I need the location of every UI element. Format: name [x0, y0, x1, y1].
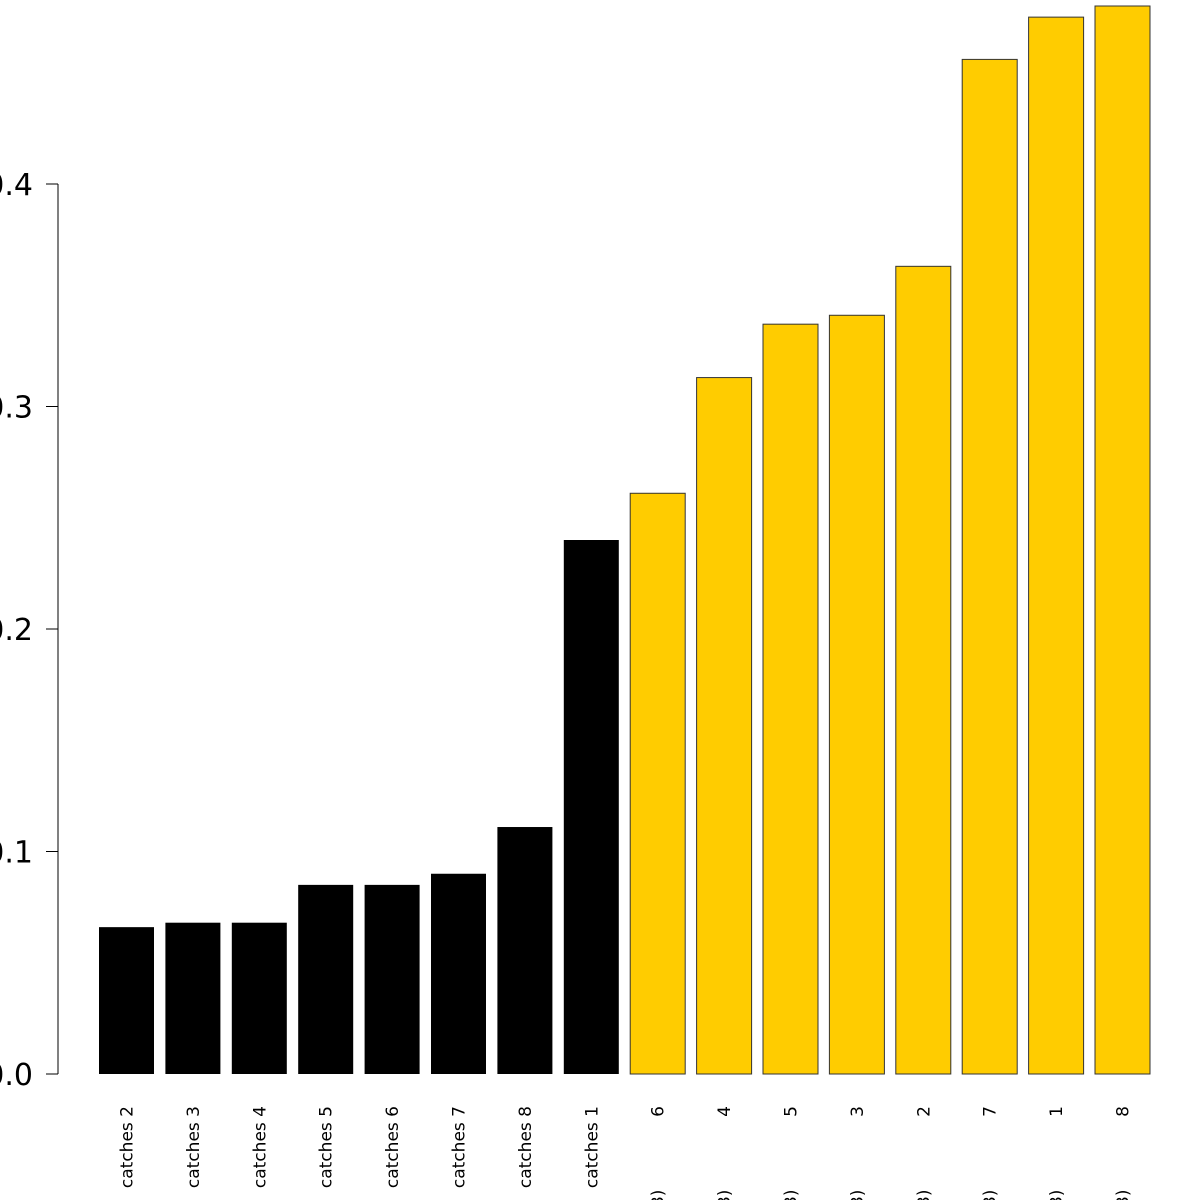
- x-tick-label: catches 8: [516, 1106, 536, 1188]
- bar: [828, 314, 885, 1075]
- bar: [762, 323, 819, 1075]
- x-tick-label: catches 4: [250, 1106, 270, 1188]
- x-tick-label-suffix: 3): [715, 1190, 735, 1200]
- x-tick-label: 7: [981, 1106, 1001, 1117]
- x-tick-label: catches 5: [317, 1106, 337, 1188]
- x-tick-label-suffix: 3): [914, 1190, 934, 1200]
- y-tick-label: 0.4: [0, 168, 33, 203]
- bar: [99, 927, 154, 1074]
- y-tick-label: 0.2: [0, 613, 33, 648]
- x-tick-label-suffix: 3): [782, 1190, 802, 1200]
- y-axis: 0.0 0.1 0.2 0.3 0.4: [0, 168, 59, 1093]
- bar: [298, 884, 354, 1074]
- x-tick-label-suffix: 3): [1114, 1190, 1134, 1200]
- bar: [165, 922, 221, 1074]
- x-tick-label: 6: [649, 1106, 669, 1117]
- bars: [99, 5, 1151, 1075]
- x-tick-label-suffix: 3): [649, 1190, 669, 1200]
- bar: [563, 540, 619, 1074]
- bar: [1094, 5, 1151, 1075]
- x-tick-label: catches 1: [582, 1106, 602, 1188]
- bar: [364, 884, 420, 1074]
- x-tick-label-suffix: 3): [848, 1190, 868, 1200]
- bar: [1028, 16, 1085, 1075]
- x-tick-label-suffix: 3): [981, 1190, 1001, 1200]
- bar: [231, 922, 287, 1074]
- x-tick-label: 3: [848, 1106, 868, 1117]
- x-tick-label: catches 2: [118, 1106, 138, 1188]
- bar: [696, 377, 753, 1075]
- x-tick-label: catches 7: [450, 1106, 470, 1188]
- x-tick-label: 2: [914, 1106, 934, 1117]
- bar: [431, 873, 486, 1074]
- bar: [961, 58, 1018, 1075]
- x-tick-label: 8: [1114, 1106, 1134, 1117]
- y-tick-label: 0.3: [0, 391, 33, 426]
- bar: [629, 492, 686, 1075]
- x-tick-label: 1: [1047, 1106, 1067, 1117]
- x-tick-label: catches 3: [184, 1106, 204, 1188]
- bar: [895, 265, 952, 1075]
- x-axis-labels: catches 2 catches 3 catches 4 catches 5 catc…: [118, 1106, 1134, 1200]
- x-tick-label: 5: [782, 1106, 802, 1117]
- y-tick-label: 0.0: [0, 1058, 33, 1093]
- bar: [497, 827, 553, 1074]
- y-tick-label: 0.1: [0, 836, 33, 871]
- x-tick-label: 4: [715, 1106, 735, 1117]
- x-tick-label-suffix: 3): [1047, 1190, 1067, 1200]
- x-tick-label: catches 6: [383, 1106, 403, 1188]
